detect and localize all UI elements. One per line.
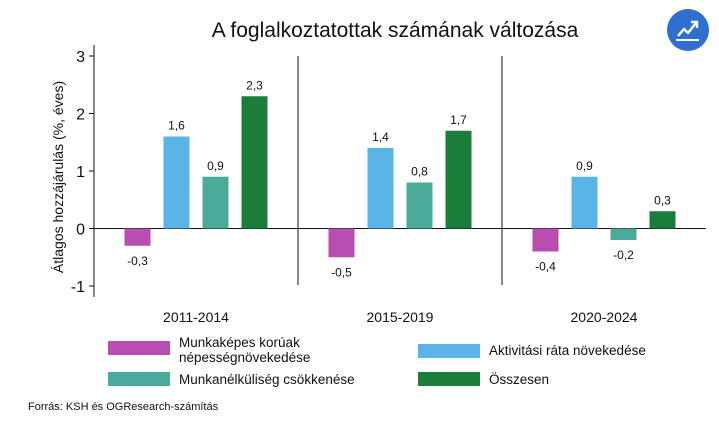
bar	[649, 211, 676, 229]
bar	[532, 228, 559, 252]
plot-area: -1 0 1 2 3 -0,3 1,6 0,9 2,3 2011-2014 -0,5 1,4 0,8 1,…	[71, 45, 706, 325]
bar-value-label: 1,6	[168, 119, 185, 133]
legend-label-total: Összesen	[489, 372, 550, 387]
bar-value-label: 0,9	[576, 159, 593, 173]
bar	[571, 176, 598, 229]
y-tick-label: 2	[76, 107, 85, 124]
legend-label-activity: Aktivitási ráta növekedése	[489, 343, 646, 358]
bar-value-label: 0,3	[654, 193, 671, 207]
bar	[124, 228, 151, 246]
legend-swatch-total	[418, 372, 480, 386]
y-tick-label: 0	[76, 222, 85, 239]
source-note: Forrás: KSH és OGResearch-számítás	[28, 401, 219, 413]
bar-value-label: -0,2	[613, 248, 634, 262]
legend-swatch-activity	[418, 344, 480, 358]
bar	[328, 228, 355, 258]
y-axis-label: Átlagos hozzájárulás (%, éves)	[50, 81, 66, 273]
bar	[202, 176, 229, 229]
bar	[241, 96, 268, 229]
bar	[406, 182, 433, 229]
bar-value-label: -0,4	[535, 260, 556, 274]
legend-swatch-population	[108, 341, 170, 355]
legend-label-unemployment: Munkanélküliség csökkenése	[179, 372, 355, 387]
x-category-label: 2020-2024	[571, 309, 638, 325]
bar	[163, 136, 190, 229]
y-tick-label: 3	[76, 49, 85, 66]
bar-value-label: 0,9	[207, 159, 224, 173]
bar-value-label: 0,8	[411, 165, 428, 179]
bar-value-label: 2,3	[246, 78, 263, 92]
legend-label-population: Munkaképes korúak népességnövekedése	[179, 335, 311, 365]
bar-value-label: 1,7	[450, 113, 467, 127]
bar	[445, 130, 472, 229]
bar	[367, 148, 394, 229]
chart-title: A foglalkoztatottak számának változása	[212, 19, 579, 42]
trend-chart-icon	[667, 9, 709, 51]
legend-swatch-unemployment	[108, 372, 170, 386]
bar-value-label: 1,4	[372, 130, 389, 144]
bar-value-label: -0,3	[127, 254, 148, 268]
y-tick-label: 1	[76, 164, 85, 181]
y-tick-label: -1	[71, 279, 85, 296]
x-category-label: 2015-2019	[367, 309, 434, 325]
x-category-label: 2011-2014	[163, 309, 229, 325]
bar	[610, 228, 637, 240]
bar-value-label: -0,5	[331, 265, 352, 279]
